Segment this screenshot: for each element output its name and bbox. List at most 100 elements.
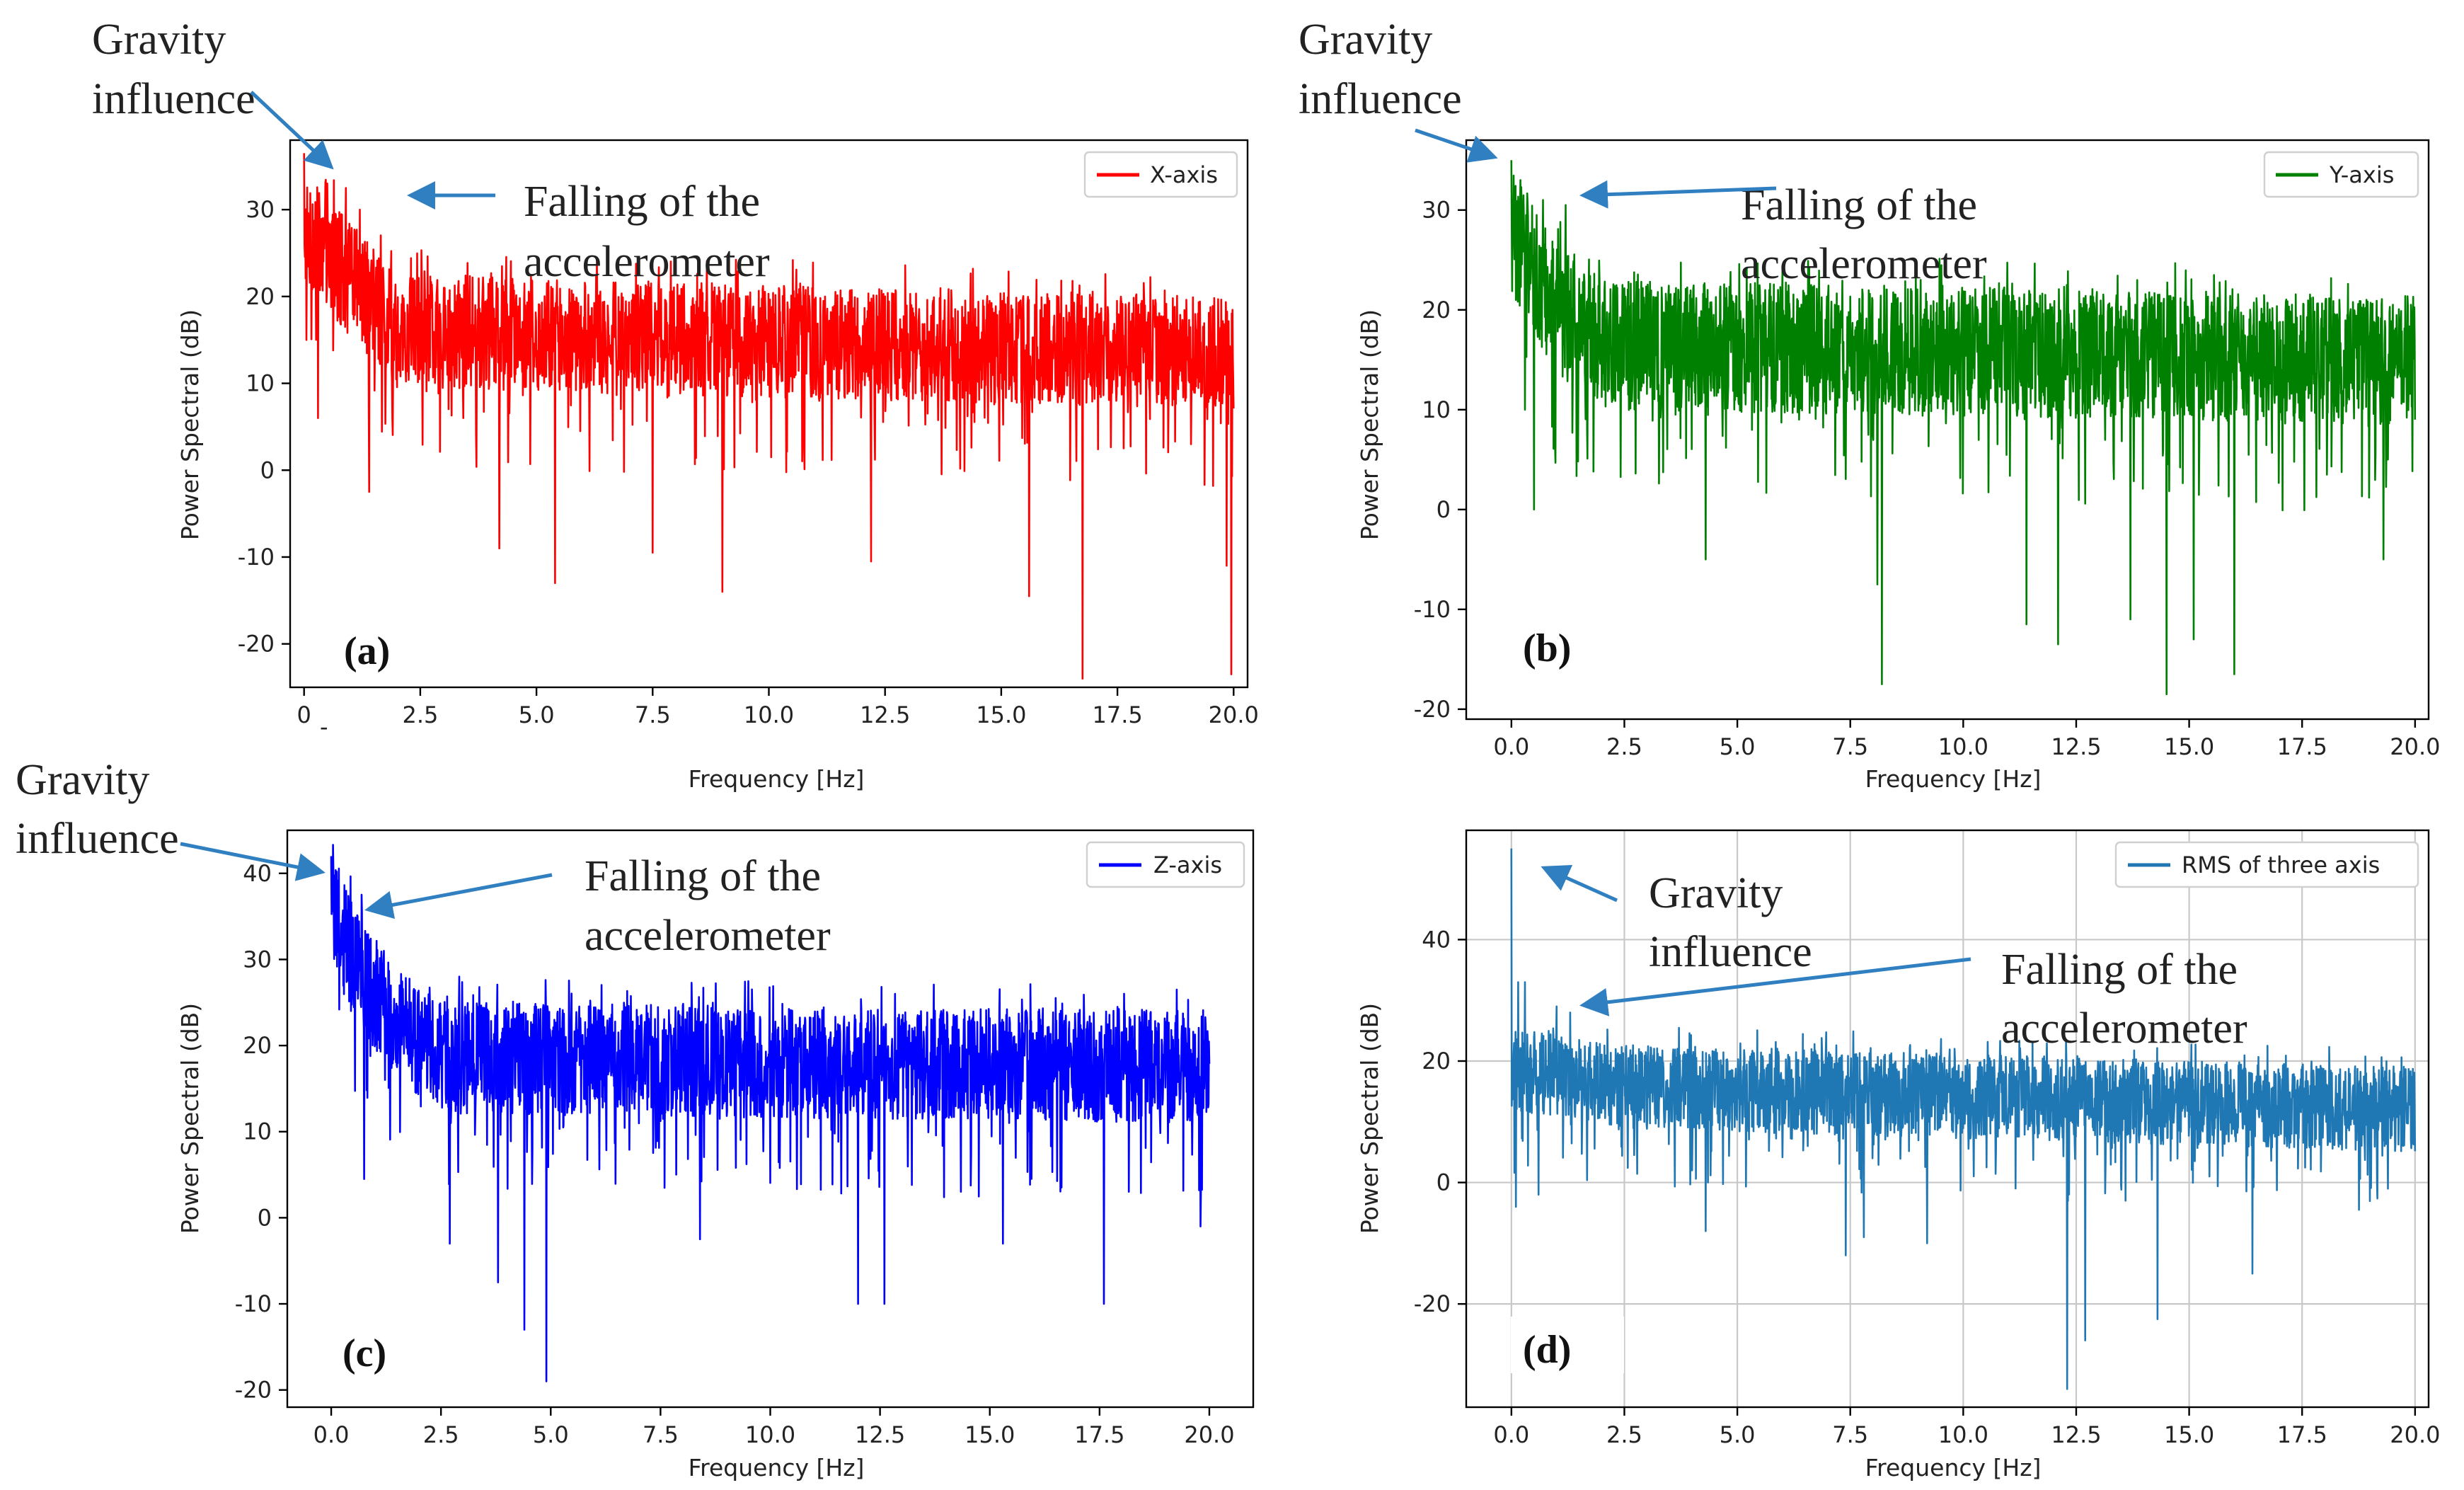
svg-text:accelerometer: accelerometer (585, 912, 831, 960)
y-tick-label: 40 (243, 860, 272, 887)
annotation-falling: Falling of the accelerometer (364, 852, 831, 960)
x-tick-label: 5.0 (519, 701, 555, 728)
panel-a: 0 2.5 5.0 7.5 10.0 12.5 15.0 17.5 20.0 30 20 10 0 -1… (92, 16, 1259, 793)
chart-c-xticks: 0.0 2.5 5.0 7.5 10.0 12.5 15.0 17.5 20.0 (313, 1407, 1235, 1448)
chart-c-legend: Z-axis (1086, 841, 1245, 888)
legend-box (2263, 151, 2419, 198)
y-tick-label: -20 (238, 631, 275, 658)
annotation-falling: Falling of the accelerometer (1579, 946, 2247, 1053)
x-tick-label: 10.0 (1938, 1421, 1988, 1448)
y-tick-label: -10 (1414, 596, 1451, 623)
chart-a-frame (289, 139, 1249, 689)
chart-c-xlabel: Frequency [Hz] (689, 1454, 865, 1482)
x-tick-label: 0.0 (313, 1421, 350, 1448)
chart-b-frame (1465, 139, 2430, 721)
gravity-arrow (180, 842, 326, 881)
annotation-gravity: Gravity influence (92, 16, 334, 170)
x-tick-label: 7.5 (1832, 1421, 1868, 1448)
chart-d-ylabel: Power Spectral (dB) (1356, 1003, 1383, 1234)
x-tick-label: 0 (297, 701, 311, 728)
panel-label-bg (1511, 1317, 1624, 1373)
series-line-y-axis (1510, 160, 2417, 695)
svg-text:Falling of the: Falling of the (1741, 181, 1977, 229)
x-tick-label: 15.0 (976, 701, 1026, 728)
chart-b-yticks: 30 20 10 0 -10 -20 (1414, 197, 1466, 723)
y-tick-label: 10 (246, 370, 275, 397)
annotation-gravity: Gravity influence (16, 756, 326, 881)
y-tick-label: 10 (243, 1118, 272, 1145)
falling-arrow (1579, 957, 1971, 1016)
x-tick-label: 12.5 (2051, 1421, 2101, 1448)
x-tick-label: 7.5 (635, 701, 671, 728)
x-tick-label: 2.5 (1606, 733, 1642, 760)
chart-c-yticks: 40 30 20 10 0 -10 -20 (235, 860, 287, 1404)
y-tick-label: 0 (260, 457, 275, 483)
legend-label: RMS of three axis (2182, 852, 2380, 878)
y-tick-label: -20 (1414, 696, 1451, 723)
x-tick-label: 10.0 (1938, 733, 1988, 760)
svg-text:influence: influence (1299, 75, 1462, 123)
panel-label: (a) (344, 629, 390, 673)
chart-c-series (330, 844, 1211, 1382)
x-tick-label: 7.5 (643, 1421, 679, 1448)
y-tick-label: -20 (1414, 1290, 1451, 1317)
svg-text:Gravity: Gravity (1649, 869, 1783, 917)
panel-d: 0.0 2.5 5.0 7.5 10.0 12.5 15.0 17.5 20.0 40 20 0 -2… (1356, 829, 2440, 1482)
x-tick-label: 5.0 (1720, 733, 1756, 760)
x-tick-label: 2.5 (423, 1421, 459, 1448)
svg-text:Gravity: Gravity (16, 756, 149, 804)
chart-a-legend: X-axis (1083, 151, 1238, 198)
chart-a-xticks: 0 2.5 5.0 7.5 10.0 12.5 15.0 17.5 20.0 (297, 687, 1259, 728)
chart-b-series (1510, 160, 2417, 695)
y-tick-label: 0 (258, 1204, 272, 1231)
gravity-arrow (1541, 865, 1618, 902)
panel-label: (b) (1523, 626, 1571, 670)
y-tick-label: 40 (1422, 926, 1451, 953)
annotation-falling: Falling of the accelerometer (1579, 180, 1987, 288)
panel-label: (d) (1523, 1328, 1571, 1372)
panel-label: (c) (342, 1331, 386, 1375)
legend-label: Z-axis (1153, 852, 1222, 878)
chart-d-yticks: 40 20 0 -20 (1414, 926, 1466, 1317)
x-tick-label: 5.0 (1720, 1421, 1756, 1448)
chart-a-ylabel: Power Spectral (dB) (176, 309, 204, 540)
series-line-x-axis (303, 153, 1235, 680)
chart-b-ylabel: Power Spectral (dB) (1356, 309, 1383, 540)
chart-d-frame (1465, 829, 2430, 1409)
chart-d-xlabel: Frequency [Hz] (1865, 1454, 2042, 1482)
x-tick-label: 17.5 (2277, 1421, 2327, 1448)
x-tick-label: 15.0 (2164, 1421, 2214, 1448)
y-tick-label: 0 (1437, 1169, 1451, 1196)
svg-text:influence: influence (92, 75, 255, 123)
chart-d-series (1510, 848, 2417, 1390)
x-tick-label: 10.0 (744, 701, 794, 728)
x-tick-label: 5.0 (533, 1421, 569, 1448)
x-tick-label: 17.5 (2277, 733, 2327, 760)
chart-c-ylabel: Power Spectral (dB) (176, 1003, 204, 1234)
annotation-gravity: Gravity influence (1541, 865, 1812, 976)
x-tick-label: 15.0 (965, 1421, 1015, 1448)
svg-text:Falling of the: Falling of the (585, 852, 821, 900)
svg-text:accelerometer: accelerometer (524, 238, 770, 286)
panel-c: 0.0 2.5 5.0 7.5 10.0 12.5 15.0 17.5 20.0 40 30 20 1… (16, 756, 1255, 1482)
x-tick-label: 20.0 (2390, 1421, 2440, 1448)
series-line-z-axis (330, 844, 1211, 1382)
x-tick-label: 17.5 (1074, 1421, 1124, 1448)
chart-b-xticks: 0.0 2.5 5.0 7.5 10.0 12.5 15.0 17.5 20.0 (1493, 719, 2440, 760)
chart-a-xlabel: Frequency [Hz] (689, 765, 865, 793)
y-tick-label: 20 (1422, 1048, 1451, 1074)
y-tick-label: -20 (235, 1377, 272, 1404)
svg-text:accelerometer: accelerometer (2001, 1004, 2247, 1053)
y-tick-label: -10 (238, 544, 275, 571)
chart-b-legend: Y-axis (2263, 151, 2419, 198)
y-tick-label: 20 (246, 283, 275, 310)
y-tick-label: 0 (1437, 496, 1451, 523)
svg-text:Falling of the: Falling of the (2001, 946, 2238, 994)
x-tick-label: 2.5 (1606, 1421, 1642, 1448)
chart-a-yticks: 30 20 10 0 -10 -20 (238, 196, 290, 658)
gravity-arrow (250, 91, 334, 170)
legend-box (2114, 841, 2419, 888)
svg-text:Gravity: Gravity (1299, 16, 1432, 64)
x-tick-label: 20.0 (2390, 733, 2440, 760)
chart-a-series (303, 153, 1235, 680)
